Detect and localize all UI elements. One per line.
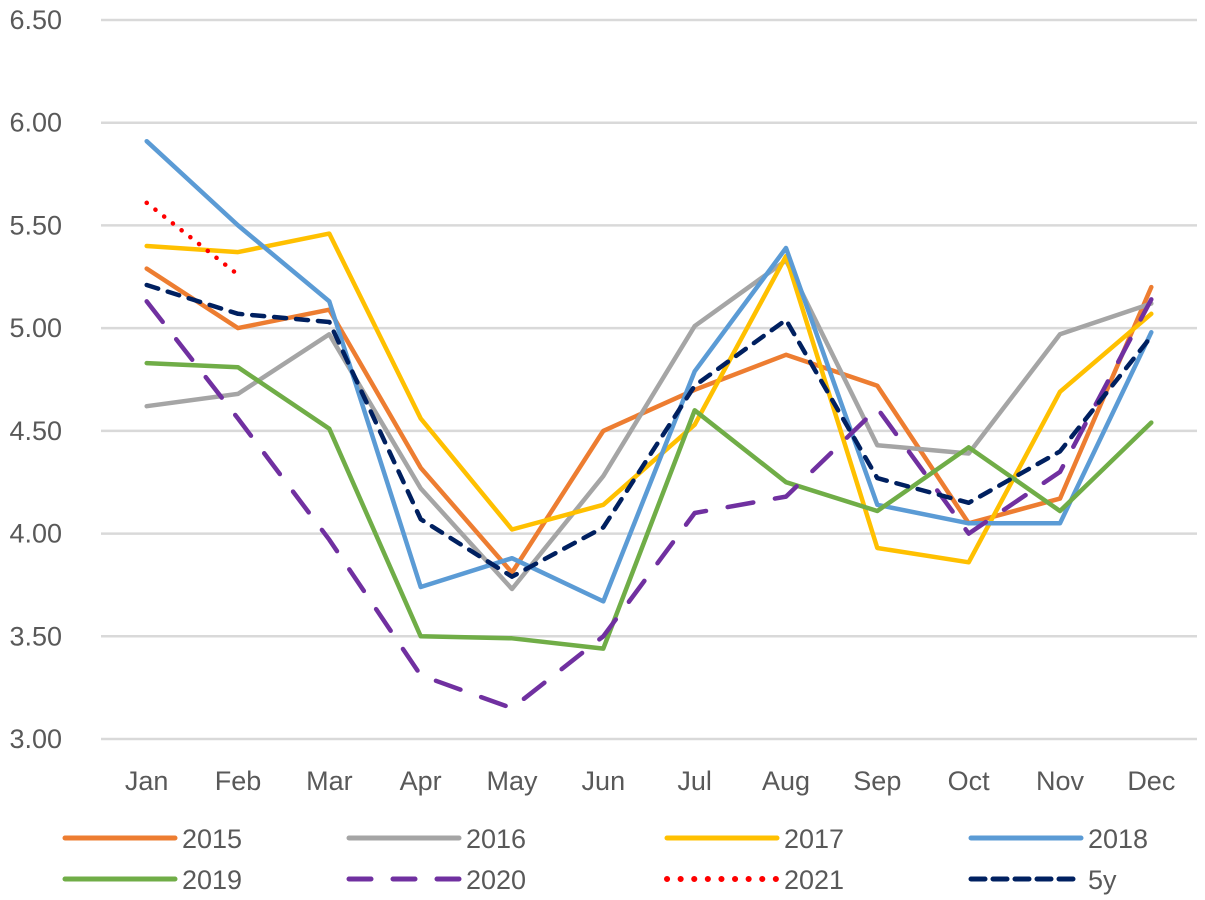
x-tick-label: Oct: [948, 766, 991, 796]
legend-item-5y: 5y: [968, 865, 1117, 895]
y-tick-label: 3.50: [9, 621, 62, 651]
legend-label: 5y: [1088, 865, 1117, 895]
legend-label: 2018: [1088, 824, 1148, 854]
y-tick-label: 5.00: [9, 313, 62, 343]
x-tick-label: Nov: [1036, 766, 1085, 796]
x-tick-label: Jan: [125, 766, 169, 796]
x-axis-tick-labels: Jan Feb Mar Apr May Jun Jul Aug Sep Oct Nov Dec: [125, 766, 1175, 796]
x-tick-label: May: [486, 766, 538, 796]
legend-item-2021: 2021: [664, 865, 844, 895]
x-tick-label: Feb: [215, 766, 262, 796]
legend-item-2015: 2015: [62, 824, 242, 854]
legend: 2015 2016 2017 2018 2019 2020 2021 5y: [62, 824, 1148, 895]
y-tick-label: 4.50: [9, 416, 62, 446]
series-line-5y: [144, 282, 1154, 579]
x-tick-label: Mar: [306, 766, 353, 796]
series-line-2015: [144, 266, 1154, 575]
legend-label: 2021: [784, 865, 844, 895]
legend-item-2020: 2020: [346, 865, 526, 895]
y-tick-label: 5.50: [9, 210, 62, 240]
series-line-2020: [144, 297, 1154, 711]
legend-item-2019: 2019: [62, 865, 242, 895]
legend-item-2018: 2018: [968, 824, 1148, 854]
x-tick-label: Dec: [1127, 766, 1175, 796]
y-tick-label: 6.50: [9, 5, 62, 35]
legend-item-2016: 2016: [346, 824, 526, 854]
y-tick-label: 4.00: [9, 519, 62, 549]
x-tick-label: Apr: [400, 766, 442, 796]
series-lines: [144, 138, 1154, 711]
legend-label: 2016: [466, 824, 526, 854]
y-tick-label: 6.00: [9, 108, 62, 138]
series-line-2019: [144, 360, 1154, 651]
series-line-2017: [144, 231, 1154, 565]
legend-label: 2019: [182, 865, 242, 895]
x-tick-label: Sep: [853, 766, 901, 796]
y-tick-label: 3.00: [9, 724, 62, 754]
y-axis-tick-labels: 3.00 3.50 4.00 4.50 5.00 5.50 6.00 6.50: [9, 5, 62, 754]
x-tick-label: Jul: [677, 766, 712, 796]
legend-label: 2015: [182, 824, 242, 854]
legend-item-2017: 2017: [664, 824, 844, 854]
gridlines: [101, 18, 1197, 741]
legend-label: 2017: [784, 824, 844, 854]
x-tick-label: Aug: [762, 766, 810, 796]
series-line-2016: [144, 258, 1154, 592]
legend-label: 2020: [466, 865, 526, 895]
x-tick-label: Jun: [582, 766, 626, 796]
